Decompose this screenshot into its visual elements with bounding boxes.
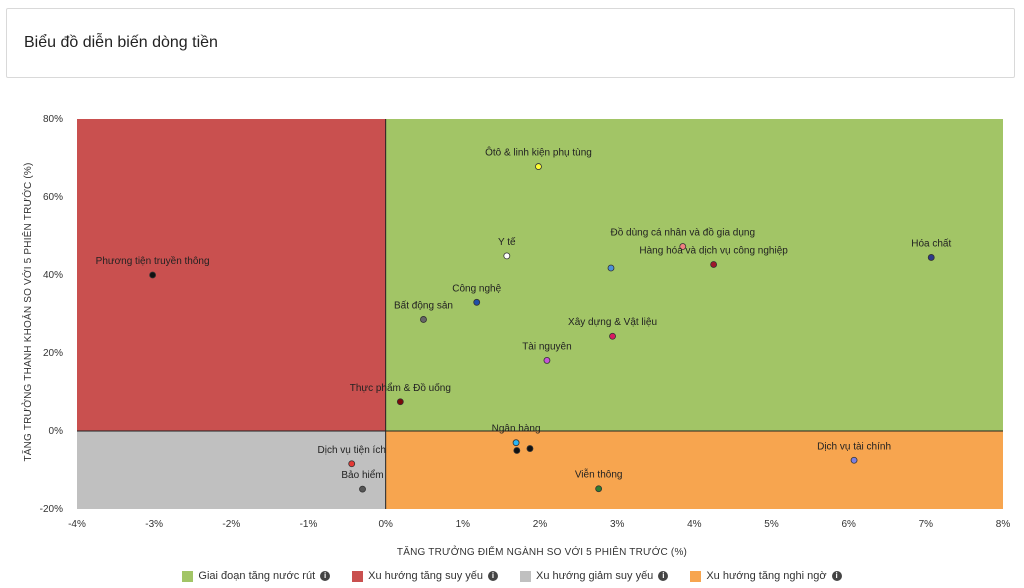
x-tick-label: 4%: [687, 519, 702, 530]
data-point: [607, 264, 615, 272]
quadrant-bottom-right: [385, 431, 1004, 509]
money-flow-chart: 80% 60% 40% 20% 0% -20% -4% -3% -2% -1% 0% 1% 2% 3% 4%…: [21, 114, 1011, 558]
x-axis-title: TĂNG TRƯỞNG ĐIỂM NGÀNH SO VỚI 5 PHIÊN TR…: [397, 545, 687, 558]
data-point: [609, 332, 616, 340]
legend-item[interactable]: Giai đoạn tăng nước rút i: [182, 570, 331, 582]
point-label: Hàng hóa và dịch vụ công nghiệp: [639, 245, 788, 256]
quadrant-top-right: [385, 119, 1004, 431]
legend-item[interactable]: Xu hướng giảm suy yếu i: [520, 570, 669, 582]
legend-label: Giai đoạn tăng nước rút: [198, 570, 316, 582]
point-label: Ôtô & linh kiện phụ tùng: [485, 146, 592, 159]
info-icon[interactable]: i: [831, 571, 842, 581]
data-point: [503, 252, 511, 260]
point-label: Bất động sản: [394, 299, 453, 311]
quadrant-top-left: [77, 119, 386, 431]
data-point: [850, 456, 858, 464]
x-tick-label: 6%: [841, 519, 856, 530]
chart-header-panel: Biểu đồ diễn biến dòng tiền: [6, 8, 1015, 78]
data-point: [679, 243, 687, 250]
x-tick-label: 0%: [378, 519, 393, 530]
y-tick-label: 80%: [43, 114, 63, 125]
legend-swatch: [352, 570, 364, 582]
info-icon[interactable]: i: [320, 571, 331, 581]
point-label: Y tế: [498, 236, 516, 248]
legend-item[interactable]: Xu hướng tăng nghi ngờ i: [690, 570, 842, 582]
y-tick-label: -20%: [40, 504, 63, 515]
quadrant-bottom-left: [77, 431, 386, 509]
data-point: [595, 485, 603, 493]
data-point: [710, 261, 718, 268]
point-label: Đồ dùng cá nhân và đồ gia dụng: [610, 227, 755, 239]
legend-label: Xu hướng tăng nghi ngờ: [706, 570, 827, 582]
point-label: Hóa chất: [911, 237, 951, 249]
point-label: Dịch vụ tiện ích: [318, 445, 386, 456]
legend-swatch: [690, 570, 702, 582]
point-label: Công nghệ: [452, 283, 501, 294]
data-point: [396, 398, 404, 406]
info-icon[interactable]: i: [488, 571, 498, 581]
x-tick-label: 7%: [919, 519, 934, 530]
legend-label: Xu hướng giảm suy yếu: [536, 570, 654, 582]
point-label: Phương tiện truyền thông: [96, 255, 210, 267]
point-label: Viễn thông: [575, 468, 623, 481]
chart-legend: Giai đoạn tăng nước rút i Xu hướng tăng su…: [0, 567, 1024, 585]
data-point: [513, 447, 521, 454]
x-tick-label: -4%: [68, 519, 86, 530]
point-label: Ngân hàng: [492, 424, 541, 435]
y-tick-label: 60%: [43, 192, 63, 203]
legend-item[interactable]: Xu hướng tăng suy yếu i: [352, 570, 498, 582]
info-icon[interactable]: i: [658, 571, 669, 581]
y-tick-label: 20%: [43, 348, 63, 359]
page-title: Biểu đồ diễn biến dòng tiền: [24, 34, 218, 51]
data-point: [927, 254, 935, 261]
legend-label: Xu hướng tăng suy yếu: [368, 570, 483, 582]
point-label: Tài nguyên: [522, 341, 571, 352]
x-tick-label: 1%: [456, 519, 471, 530]
y-axis-title: TĂNG TRƯỞNG THANH KHOẢN SO VỚI 5 PHIÊN T…: [21, 162, 34, 461]
legend-swatch: [520, 570, 531, 582]
legend-swatch: [182, 570, 194, 582]
data-point: [526, 445, 534, 452]
x-tick-label: -3%: [145, 519, 163, 530]
x-tick-label: -2%: [222, 519, 240, 530]
point-label: Thực phẩm & Đồ uống: [350, 382, 451, 394]
y-tick-label: 0%: [49, 426, 64, 437]
data-point: [535, 163, 542, 170]
x-tick-label: 8%: [996, 519, 1011, 530]
data-point: [473, 298, 481, 306]
point-label: Xây dựng & Vật liệu: [568, 317, 657, 328]
data-point: [348, 460, 356, 468]
data-point: [543, 357, 551, 364]
point-label: Bảo hiểm: [341, 469, 383, 481]
data-point: [420, 316, 427, 323]
y-tick-label: 40%: [43, 270, 63, 281]
x-tick-label: 3%: [610, 519, 625, 530]
data-point: [512, 439, 520, 447]
data-point: [149, 271, 157, 279]
point-label: Dịch vụ tài chính: [817, 441, 891, 452]
x-tick-label: 2%: [533, 519, 548, 530]
x-tick-label: -1%: [300, 519, 318, 530]
data-point: [359, 485, 366, 493]
x-tick-label: 5%: [764, 519, 779, 530]
